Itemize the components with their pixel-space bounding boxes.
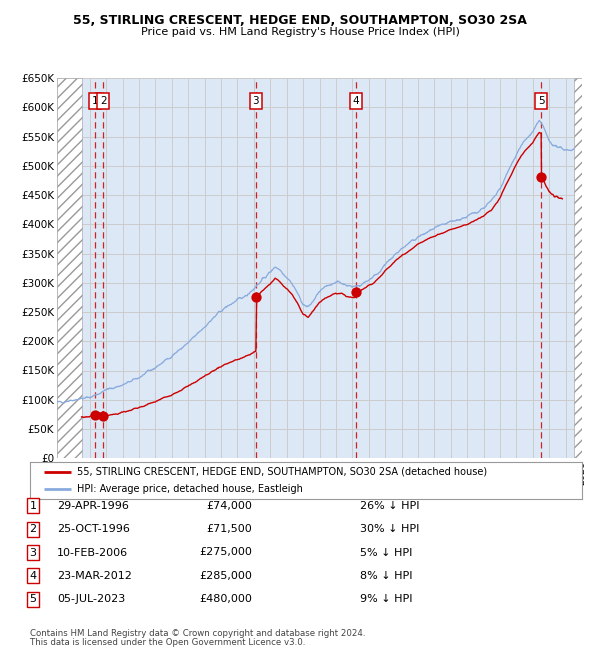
Text: 3: 3	[29, 547, 37, 558]
Text: 4: 4	[353, 96, 359, 107]
Text: 1: 1	[29, 500, 37, 511]
Text: Price paid vs. HM Land Registry's House Price Index (HPI): Price paid vs. HM Land Registry's House …	[140, 27, 460, 37]
Text: 4: 4	[29, 571, 37, 581]
Text: 9% ↓ HPI: 9% ↓ HPI	[360, 594, 413, 604]
Text: 55, STIRLING CRESCENT, HEDGE END, SOUTHAMPTON, SO30 2SA (detached house): 55, STIRLING CRESCENT, HEDGE END, SOUTHA…	[77, 467, 487, 476]
Text: 3: 3	[253, 96, 259, 107]
Text: 29-APR-1996: 29-APR-1996	[57, 500, 129, 511]
Text: 8% ↓ HPI: 8% ↓ HPI	[360, 571, 413, 581]
Text: 23-MAR-2012: 23-MAR-2012	[57, 571, 132, 581]
Point	[251, 292, 260, 303]
Text: 26% ↓ HPI: 26% ↓ HPI	[360, 500, 419, 511]
Bar	[57, 78, 82, 458]
Text: 5: 5	[538, 96, 544, 107]
Text: 05-JUL-2023: 05-JUL-2023	[57, 594, 125, 604]
Point	[98, 411, 108, 422]
Bar	[574, 78, 582, 458]
Text: 55, STIRLING CRESCENT, HEDGE END, SOUTHAMPTON, SO30 2SA: 55, STIRLING CRESCENT, HEDGE END, SOUTHA…	[73, 14, 527, 27]
Point	[90, 410, 100, 420]
Text: HPI: Average price, detached house, Eastleigh: HPI: Average price, detached house, East…	[77, 484, 303, 494]
Text: £275,000: £275,000	[199, 547, 252, 558]
Point	[536, 172, 546, 183]
Text: 2: 2	[29, 524, 37, 534]
Text: 25-OCT-1996: 25-OCT-1996	[57, 524, 130, 534]
Text: Contains HM Land Registry data © Crown copyright and database right 2024.: Contains HM Land Registry data © Crown c…	[30, 629, 365, 638]
Text: This data is licensed under the Open Government Licence v3.0.: This data is licensed under the Open Gov…	[30, 638, 305, 647]
Text: 30% ↓ HPI: 30% ↓ HPI	[360, 524, 419, 534]
Text: £285,000: £285,000	[199, 571, 252, 581]
Text: £74,000: £74,000	[206, 500, 252, 511]
Text: 1: 1	[92, 96, 98, 107]
Text: 2: 2	[100, 96, 107, 107]
Text: 5% ↓ HPI: 5% ↓ HPI	[360, 547, 412, 558]
Text: £480,000: £480,000	[199, 594, 252, 604]
Text: £71,500: £71,500	[206, 524, 252, 534]
Text: 5: 5	[29, 594, 37, 604]
Point	[351, 287, 361, 297]
Text: 10-FEB-2006: 10-FEB-2006	[57, 547, 128, 558]
